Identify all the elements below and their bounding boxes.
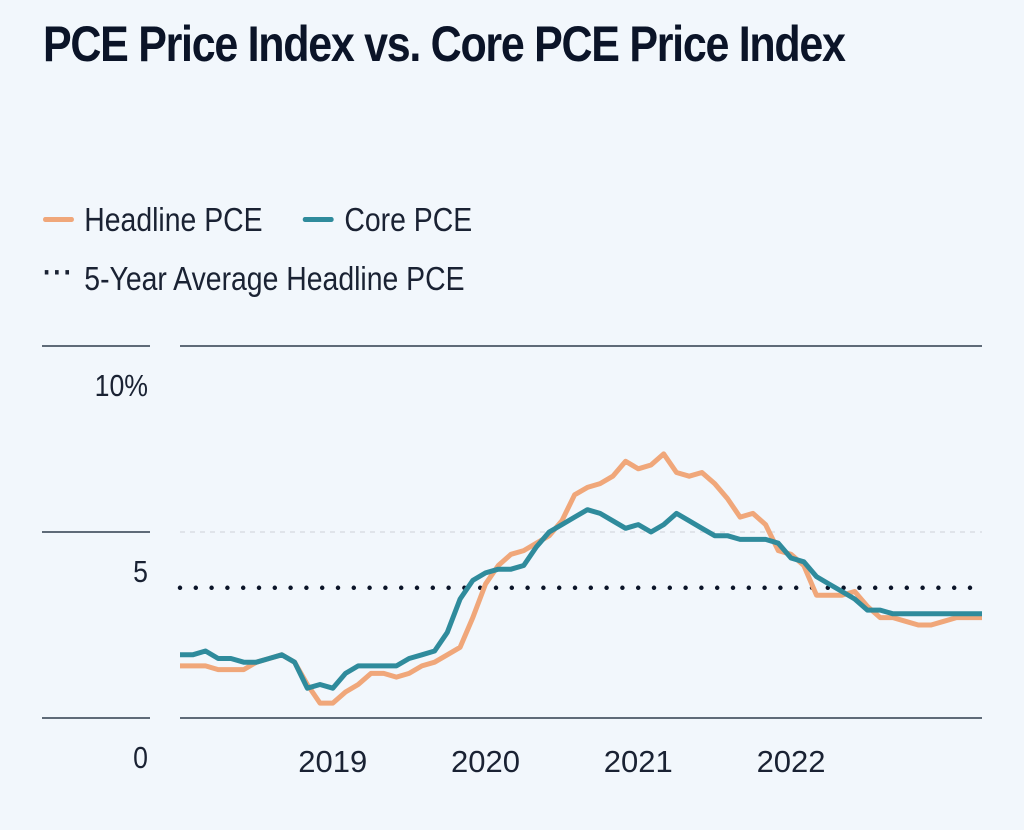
x-tick-label: 2022: [757, 744, 826, 779]
core-pce-line: [180, 507, 982, 691]
y-tick-label: 5: [133, 555, 148, 589]
headline-pce-line: [180, 451, 982, 706]
x-tick-label: 2021: [604, 744, 673, 779]
legend-label-average: 5-Year Average Headline PCE: [84, 260, 465, 297]
legend-item-headline: Headline PCE: [43, 201, 263, 239]
legend-label-headline: Headline PCE: [84, 200, 263, 238]
legend-label-core: Core PCE: [344, 200, 473, 238]
y-tick-label: 0: [133, 741, 148, 775]
y-tick-label: 10%: [95, 369, 148, 403]
legend-item-average: ··· 5-Year Average Headline PCE: [43, 258, 465, 298]
grid: [180, 345, 982, 719]
legend: Headline PCE Core PCE: [43, 192, 505, 239]
core-swatch-icon: [303, 217, 335, 222]
x-tick-label: 2020: [451, 744, 520, 779]
legend-item-core: Core PCE: [303, 201, 472, 239]
legend-row-2: ··· 5-Year Average Headline PCE: [43, 258, 497, 298]
series-group: [177, 451, 982, 706]
x-tick-label: 2019: [298, 744, 367, 779]
x-axis: 2019 2020 2021 2022: [298, 744, 825, 779]
headline-swatch-icon: [43, 217, 74, 222]
y-axis: 10% 5 0: [42, 345, 150, 776]
chart-title: PCE Price Index vs. Core PCE Price Index: [43, 16, 846, 72]
